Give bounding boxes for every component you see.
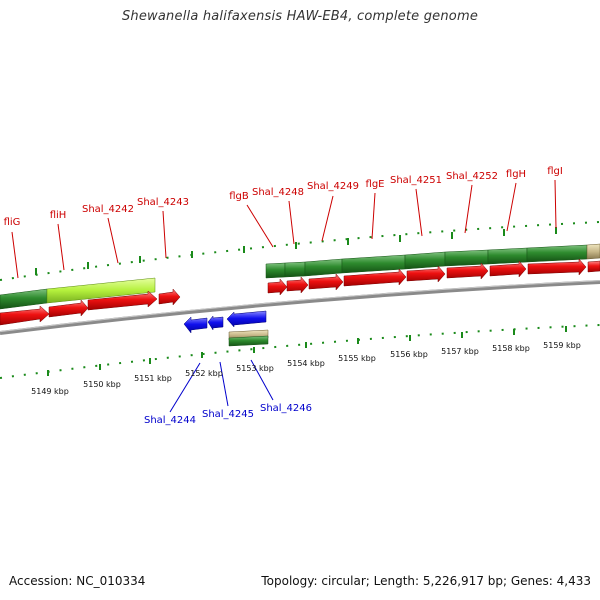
- axis-tick-label: 5150 kbp: [83, 380, 121, 389]
- forward-cds-arrow[interactable]: [406, 265, 446, 283]
- outer-tick-ring: [0, 221, 600, 281]
- gene-block[interactable]: [284, 261, 306, 278]
- reverse-leader-lines: [169, 359, 274, 413]
- axis-tick-label: 5152 kbp: [185, 369, 223, 378]
- reverse-cds-track: [183, 310, 267, 334]
- reverse-cds-arrow[interactable]: [226, 310, 267, 328]
- gene-label-shal-4252[interactable]: Shal_4252: [446, 171, 498, 182]
- topology-text: Topology: circular; Length: 5,226,917 bp…: [261, 574, 591, 588]
- gene-block[interactable]: [487, 247, 528, 265]
- inner-major-ticks: [47, 326, 567, 376]
- forward-cds-arrow[interactable]: [343, 268, 407, 287]
- forward-cds-arrow[interactable]: [446, 262, 489, 280]
- gene-label-shal-4249[interactable]: Shal_4249: [307, 181, 359, 192]
- gene-label-flgB[interactable]: flgB: [229, 191, 249, 202]
- outer-major-ticks: [35, 227, 557, 275]
- gene-block[interactable]: [265, 262, 286, 279]
- gene-block[interactable]: [341, 254, 406, 274]
- axis-tick-label: 5158 kbp: [492, 344, 530, 353]
- forward-cds-arrow[interactable]: [308, 273, 344, 291]
- axis-labels: 5149 kbp 5150 kbp 5151 kbp 5152 kbp 5153…: [31, 341, 581, 396]
- gene-block-tan[interactable]: [586, 243, 600, 260]
- gene-label-flgH[interactable]: flgH: [506, 169, 526, 180]
- reverse-cds-arrow[interactable]: [207, 315, 224, 331]
- axis-tick-label: 5151 kbp: [134, 374, 172, 383]
- forward-cds-arrow[interactable]: [48, 299, 89, 318]
- gene-track: [0, 243, 600, 347]
- forward-cds-arrow[interactable]: [0, 305, 50, 326]
- forward-cds-track: [0, 258, 600, 326]
- gene-block[interactable]: [526, 244, 588, 263]
- gene-label-shal-4245[interactable]: Shal_4245: [202, 409, 254, 420]
- forward-cds-arrow[interactable]: [158, 288, 181, 306]
- forward-cds-arrow[interactable]: [489, 260, 527, 278]
- axis-tick-label: 5154 kbp: [287, 359, 325, 368]
- gene-block[interactable]: [404, 251, 446, 270]
- gene-label-fliG[interactable]: fliG: [4, 217, 21, 228]
- forward-cds-arrow[interactable]: [286, 276, 309, 294]
- axis-tick-label: 5155 kbp: [338, 354, 376, 363]
- reverse-gene-labels: Shal_4244 Shal_4245 Shal_4246: [144, 403, 312, 426]
- gene-label-shal-4251[interactable]: Shal_4251: [390, 175, 442, 186]
- genome-backbone: [0, 280, 600, 335]
- gene-label-fliH[interactable]: fliH: [50, 210, 67, 221]
- gene-block[interactable]: [228, 335, 269, 347]
- forward-gene-labels: fliG fliH Shal_4242 Shal_4243 flgB Shal_…: [4, 166, 563, 228]
- axis-tick-label: 5159 kbp: [543, 341, 581, 350]
- forward-cds-arrow[interactable]: [587, 260, 600, 273]
- inner-tick-ring: [0, 324, 600, 379]
- gene-label-shal-4248[interactable]: Shal_4248: [252, 187, 304, 198]
- reverse-cds-arrow[interactable]: [183, 316, 208, 334]
- gene-label-flgE[interactable]: flgE: [366, 179, 385, 190]
- axis-tick-label: 5156 kbp: [390, 350, 428, 359]
- forward-cds-arrow[interactable]: [267, 278, 288, 296]
- gene-label-shal-4242[interactable]: Shal_4242: [82, 204, 134, 215]
- forward-cds-arrow[interactable]: [527, 258, 587, 276]
- gene-label-shal-4246[interactable]: Shal_4246: [260, 403, 312, 414]
- map-title: Shewanella halifaxensis HAW-EB4, complet…: [121, 9, 479, 24]
- axis-tick-label: 5149 kbp: [31, 387, 69, 396]
- gene-label-flgI[interactable]: flgI: [547, 166, 563, 177]
- forward-leader-lines: [11, 179, 557, 279]
- gene-block[interactable]: [304, 258, 343, 277]
- axis-tick-label: 5157 kbp: [441, 347, 479, 356]
- accession-text: Accession: NC_010334: [9, 574, 146, 588]
- gene-label-shal-4244[interactable]: Shal_4244: [144, 415, 196, 426]
- forward-cds-arrow[interactable]: [87, 290, 158, 311]
- axis-tick-label: 5153 kbp: [236, 364, 274, 373]
- gene-label-shal-4243[interactable]: Shal_4243: [137, 197, 189, 208]
- gene-block-highlighted[interactable]: [46, 277, 156, 304]
